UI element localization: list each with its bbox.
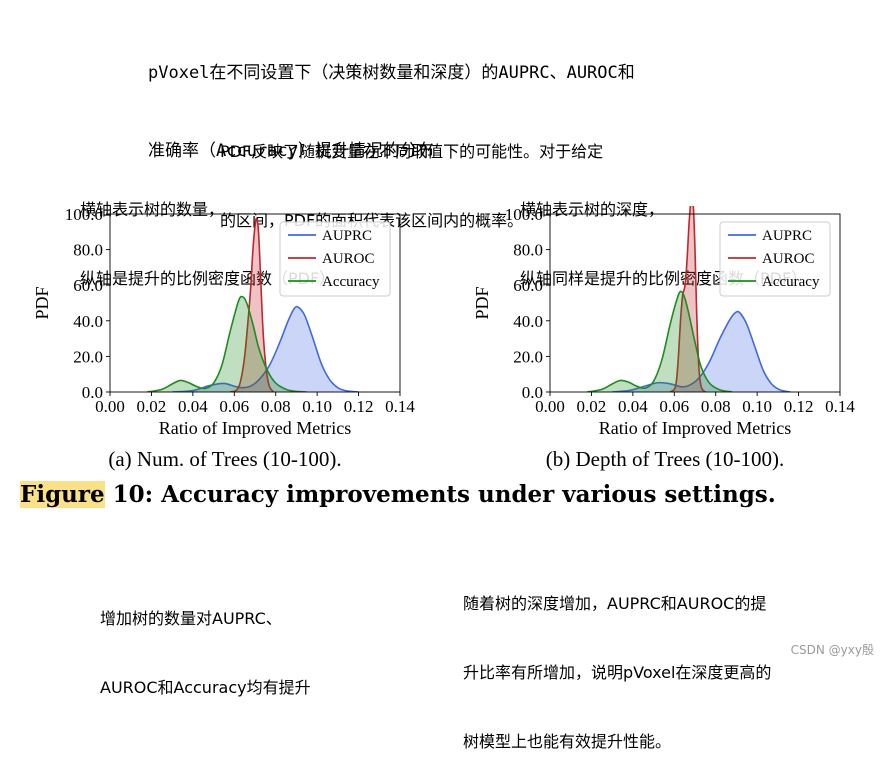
y-tick-label: 100.0 xyxy=(505,205,543,224)
pdf-note-line-1: PDF反映了随机变量在不同取值下的可能性。对于给定 xyxy=(220,142,604,161)
y-tick-label: 80.0 xyxy=(73,241,103,260)
x-tick-label: 0.06 xyxy=(219,397,249,416)
chart-depth-trees: 0.0 20.0 40.0 60.0 80.0 100.0 0.00 0.02 0.04 0.06… xyxy=(472,205,855,471)
chart-num-trees: 0.0 20.0 40.0 60.0 80.0 100.0 0.00 0.02 0.04 0.06… xyxy=(32,205,415,471)
series-line-accuracy xyxy=(587,290,733,392)
axes-frame xyxy=(109,213,401,393)
x-tick-label: 0.14 xyxy=(385,397,415,416)
left-conclusion-line-2: AUROC和Accuracy均有提升 xyxy=(100,678,311,697)
series-line-auroc xyxy=(229,217,275,392)
figure-caption: Figure 10: Accuracy improvements under v… xyxy=(20,481,776,508)
right-conclusion: 随着树的深度增加，AUPRC和AUROC的提 升比率有所增加，说明pVoxel在… xyxy=(463,546,771,776)
watermark: CSDN @yxy殷 xyxy=(790,643,874,657)
legend-label-accuracy: Accuracy xyxy=(322,274,380,290)
x-tick-label: 0.06 xyxy=(659,397,689,416)
figure-caption-label: Figure xyxy=(20,481,105,508)
legend: AUPRC AUROC Accuracy xyxy=(719,221,831,297)
x-tick-label: 0.02 xyxy=(577,397,607,416)
y-tick-label: 0.0 xyxy=(522,383,543,402)
figure-caption-text: 10: Accuracy improvements under various … xyxy=(104,481,776,508)
y-tick-label: 60.0 xyxy=(513,276,543,295)
legend-label-auprc: AUPRC xyxy=(322,228,372,244)
y-axis-label: PDF xyxy=(472,286,492,319)
series-line-auroc xyxy=(669,206,706,392)
series-line-auprc xyxy=(612,310,791,392)
y-tick-label: 100.0 xyxy=(65,205,103,224)
x-axis-label: Ratio of Improved Metrics xyxy=(159,418,351,438)
x-tick-label: 0.00 xyxy=(95,397,125,416)
legend-label-auroc: AUROC xyxy=(322,251,375,267)
legend-label-accuracy: Accuracy xyxy=(762,274,820,290)
y-tick-label: 60.0 xyxy=(73,276,103,295)
series-line-accuracy xyxy=(147,295,307,392)
x-tick-label: 0.04 xyxy=(178,397,208,416)
legend-box xyxy=(279,221,391,297)
y-tick-label: 80.0 xyxy=(513,241,543,260)
x-tick-label: 0.14 xyxy=(825,397,855,416)
chart-subtitle: (b) Depth of Trees (10-100). xyxy=(546,447,785,471)
chart-subtitle: (a) Num. of Trees (10-100). xyxy=(108,447,341,471)
left-axis-note-line-2: 纵轴是提升的比例密度函数（PDF） xyxy=(80,269,336,288)
left-conclusion-line-1: 增加树的数量对AUPRC、 xyxy=(100,609,282,628)
legend-label-auprc: AUPRC xyxy=(762,228,812,244)
x-tick-label: 0.04 xyxy=(618,397,648,416)
series-area-accuracy xyxy=(587,291,733,392)
y-axis-label: PDF xyxy=(32,286,52,319)
x-tick-label: 0.08 xyxy=(261,397,291,416)
x-tick-label: 0.02 xyxy=(137,397,167,416)
plot-area xyxy=(587,206,791,392)
series-area-auprc xyxy=(172,306,359,392)
x-tick-label: 0.12 xyxy=(784,397,814,416)
top-title-line-1: pVoxel在不同设置下（决策树数量和深度）的AUPRC、AUROC和 xyxy=(148,63,635,83)
y-tick-label: 0.0 xyxy=(82,383,103,402)
x-axis-label: Ratio of Improved Metrics xyxy=(599,418,791,438)
x-tick-label: 0.10 xyxy=(302,397,332,416)
right-conclusion-line-2: 升比率有所增加，说明pVoxel在深度更高的 xyxy=(463,663,772,682)
y-tick-label: 40.0 xyxy=(513,312,543,331)
x-tick-label: 0.12 xyxy=(344,397,374,416)
right-conclusion-line-3: 树模型上也能有效提升性能。 xyxy=(463,732,672,751)
y-tick-label: 40.0 xyxy=(73,312,103,331)
legend-box xyxy=(719,221,831,297)
y-tick-label: 20.0 xyxy=(73,347,103,366)
top-title-line-2: 准确率（Accuracy）提升情况的分布 xyxy=(148,141,434,161)
axes-frame xyxy=(549,213,841,393)
series-area-accuracy xyxy=(147,296,307,392)
series-area-auprc xyxy=(612,311,791,392)
series-area-auroc xyxy=(230,218,274,392)
x-tick-label: 0.08 xyxy=(701,397,731,416)
top-title: pVoxel在不同设置下（决策树数量和深度）的AUPRC、AUROC和 准确率（… xyxy=(148,8,635,190)
legend-label-auroc: AUROC xyxy=(762,251,815,267)
series-line-auprc xyxy=(172,305,359,392)
x-tick-label: 0.10 xyxy=(742,397,772,416)
plot-area xyxy=(147,217,359,392)
x-tick-label: 0.00 xyxy=(535,397,565,416)
right-conclusion-line-1: 随着树的深度增加，AUPRC和AUROC的提 xyxy=(463,594,767,613)
legend: AUPRC AUROC Accuracy xyxy=(279,221,391,297)
left-conclusion: 增加树的数量对AUPRC、 AUROC和Accuracy均有提升 xyxy=(100,561,311,722)
y-tick-label: 20.0 xyxy=(513,347,543,366)
